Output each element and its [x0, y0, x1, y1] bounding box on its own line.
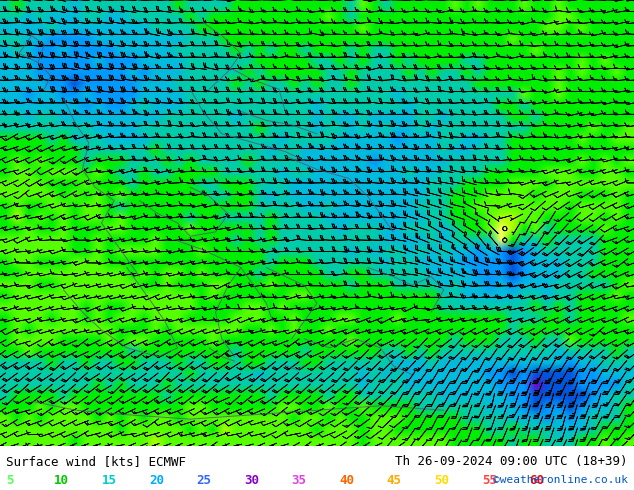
Text: 40: 40: [339, 474, 354, 487]
Text: 5: 5: [6, 474, 14, 487]
Text: 15: 15: [101, 474, 117, 487]
Text: Surface wind [kts] ECMWF: Surface wind [kts] ECMWF: [6, 455, 186, 468]
Text: 45: 45: [387, 474, 402, 487]
Text: 25: 25: [197, 474, 212, 487]
Text: 60: 60: [529, 474, 545, 487]
Text: 20: 20: [149, 474, 164, 487]
Text: 10: 10: [54, 474, 69, 487]
Text: ©weatheronline.co.uk: ©weatheronline.co.uk: [493, 475, 628, 485]
Text: 50: 50: [434, 474, 450, 487]
Text: 55: 55: [482, 474, 497, 487]
Text: 35: 35: [292, 474, 307, 487]
Text: 30: 30: [244, 474, 259, 487]
Text: Th 26-09-2024 09:00 UTC (18+39): Th 26-09-2024 09:00 UTC (18+39): [395, 455, 628, 468]
